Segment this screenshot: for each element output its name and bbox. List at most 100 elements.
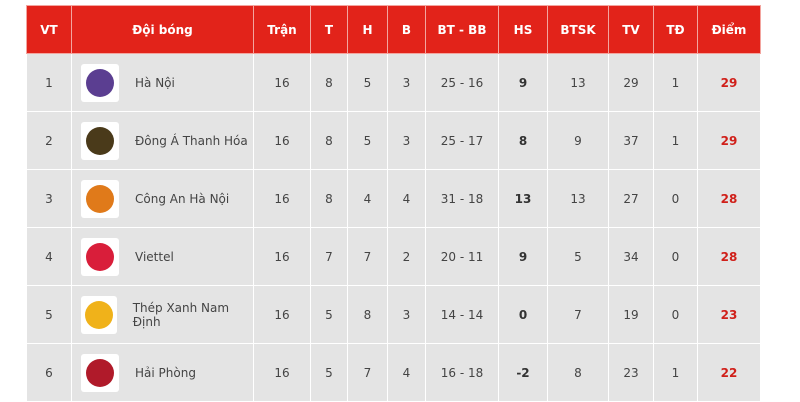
- header-row: VT Đội bóng Trận T H B BT - BB HS BTSK TV TĐ Điểm: [26, 5, 761, 54]
- team-name[interactable]: Hà Nội: [135, 75, 175, 90]
- table-row: 6 Hải Phòng 16 5 7 4 16 - 18 -2 8 23 1 22: [26, 343, 761, 402]
- thanh-hoa-logo: [81, 121, 119, 160]
- cell-col-played: 16: [253, 343, 311, 402]
- cell-col-draws: 5: [347, 111, 388, 170]
- cell-col-draws: 8: [347, 285, 388, 344]
- cell-col-points: 28: [697, 169, 761, 228]
- cell-col-rank: 6: [26, 343, 72, 402]
- cell-col-rank: 4: [26, 227, 72, 286]
- team-name[interactable]: Công An Hà Nội: [135, 191, 230, 206]
- cell-col-tv: 34: [608, 227, 654, 286]
- cell-col-wins: 8: [310, 53, 348, 112]
- cell-col-team: Công An Hà Nội: [71, 169, 254, 228]
- cong-an-ha-noi-logo: [81, 179, 119, 218]
- team-name[interactable]: Viettel: [135, 249, 174, 264]
- cell-col-played: 16: [253, 285, 311, 344]
- cell-col-draws: 4: [347, 169, 388, 228]
- cell-col-goal-diff: -2: [498, 343, 548, 402]
- cell-col-td: 1: [653, 53, 698, 112]
- cell-col-td: 0: [653, 169, 698, 228]
- header-col-draws: H: [347, 5, 388, 54]
- cell-col-points: 29: [697, 53, 761, 112]
- cell-col-tv: 27: [608, 169, 654, 228]
- cell-col-team: Thép Xanh Nam Định: [71, 285, 254, 344]
- cell-col-team: Hải Phòng: [71, 343, 254, 402]
- cell-col-wins: 5: [310, 285, 348, 344]
- team-name[interactable]: Đông Á Thanh Hóa: [135, 133, 248, 148]
- table-row: 5 Thép Xanh Nam Định 16 5 8 3 14 - 14 0 7 19 0 23: [26, 285, 761, 344]
- cell-col-btsk: 9: [547, 111, 609, 170]
- cell-col-goal-diff: 0: [498, 285, 548, 344]
- table-row: 1 Hà Nội 16 8 5 3 25 - 16 9 13 29 1 29: [26, 53, 761, 112]
- cell-col-goal-diff: 9: [498, 227, 548, 286]
- header-col-points: Điểm: [697, 5, 761, 54]
- cell-col-btsk: 5: [547, 227, 609, 286]
- cell-col-goal-diff: 13: [498, 169, 548, 228]
- cell-col-team: Viettel: [71, 227, 254, 286]
- cell-col-tv: 23: [608, 343, 654, 402]
- table-row: 2 Đông Á Thanh Hóa 16 8 5 3 25 - 17 8 9 37 1 29: [26, 111, 761, 170]
- cell-col-goals: 14 - 14: [425, 285, 499, 344]
- header-col-rank: VT: [26, 5, 72, 54]
- header-col-losses: B: [387, 5, 426, 54]
- ha-noi-logo: [81, 63, 119, 102]
- cell-col-rank: 2: [26, 111, 72, 170]
- cell-col-losses: 2: [387, 227, 426, 286]
- cell-col-rank: 5: [26, 285, 72, 344]
- cell-col-goals: 25 - 17: [425, 111, 499, 170]
- cell-col-goal-diff: 8: [498, 111, 548, 170]
- cell-col-draws: 5: [347, 53, 388, 112]
- cell-col-played: 16: [253, 111, 311, 170]
- header-col-goals: BT - BB: [425, 5, 499, 54]
- hai-phong-logo: [81, 353, 119, 392]
- cell-col-points: 23: [697, 285, 761, 344]
- cell-col-draws: 7: [347, 343, 388, 402]
- cell-col-team: Đông Á Thanh Hóa: [71, 111, 254, 170]
- cell-col-tv: 29: [608, 53, 654, 112]
- cell-col-losses: 3: [387, 111, 426, 170]
- cell-col-points: 29: [697, 111, 761, 170]
- cell-col-goals: 31 - 18: [425, 169, 499, 228]
- cell-col-wins: 8: [310, 169, 348, 228]
- cell-col-rank: 1: [26, 53, 72, 112]
- table-row: 4 Viettel 16 7 7 2 20 - 11 9 5 34 0 28: [26, 227, 761, 286]
- cell-col-tv: 19: [608, 285, 654, 344]
- team-name[interactable]: Thép Xanh Nam Định: [132, 300, 230, 329]
- cell-col-losses: 3: [387, 285, 426, 344]
- cell-col-wins: 5: [310, 343, 348, 402]
- header-col-td: TĐ: [653, 5, 698, 54]
- cell-col-wins: 7: [310, 227, 348, 286]
- header-col-goal-diff: HS: [498, 5, 548, 54]
- cell-col-goals: 25 - 16: [425, 53, 499, 112]
- header-col-played: Trận: [253, 5, 311, 54]
- cell-col-btsk: 13: [547, 53, 609, 112]
- cell-col-td: 1: [653, 343, 698, 402]
- cell-col-btsk: 7: [547, 285, 609, 344]
- cell-col-losses: 4: [387, 169, 426, 228]
- cell-col-goal-diff: 9: [498, 53, 548, 112]
- cell-col-draws: 7: [347, 227, 388, 286]
- cell-col-losses: 3: [387, 53, 426, 112]
- cell-col-played: 16: [253, 227, 311, 286]
- cell-col-rank: 3: [26, 169, 72, 228]
- cell-col-points: 22: [697, 343, 761, 402]
- cell-col-btsk: 8: [547, 343, 609, 402]
- viettel-logo: [81, 237, 119, 276]
- standings-table: VT Đội bóng Trận T H B BT - BB HS BTSK TV TĐ Điểm 1…: [26, 5, 761, 402]
- cell-col-td: 1: [653, 111, 698, 170]
- nam-dinh-logo: [81, 295, 117, 334]
- header-col-team: Đội bóng: [71, 5, 254, 54]
- header-col-tv: TV: [608, 5, 654, 54]
- cell-col-tv: 37: [608, 111, 654, 170]
- table-row: 3 Công An Hà Nội 16 8 4 4 31 - 18 13 13 27 0 28: [26, 169, 761, 228]
- cell-col-td: 0: [653, 227, 698, 286]
- cell-col-btsk: 13: [547, 169, 609, 228]
- cell-col-points: 28: [697, 227, 761, 286]
- header-col-btsk: BTSK: [547, 5, 609, 54]
- header-col-wins: T: [310, 5, 348, 54]
- cell-col-team: Hà Nội: [71, 53, 254, 112]
- team-name[interactable]: Hải Phòng: [135, 365, 196, 380]
- cell-col-played: 16: [253, 169, 311, 228]
- cell-col-played: 16: [253, 53, 311, 112]
- cell-col-losses: 4: [387, 343, 426, 402]
